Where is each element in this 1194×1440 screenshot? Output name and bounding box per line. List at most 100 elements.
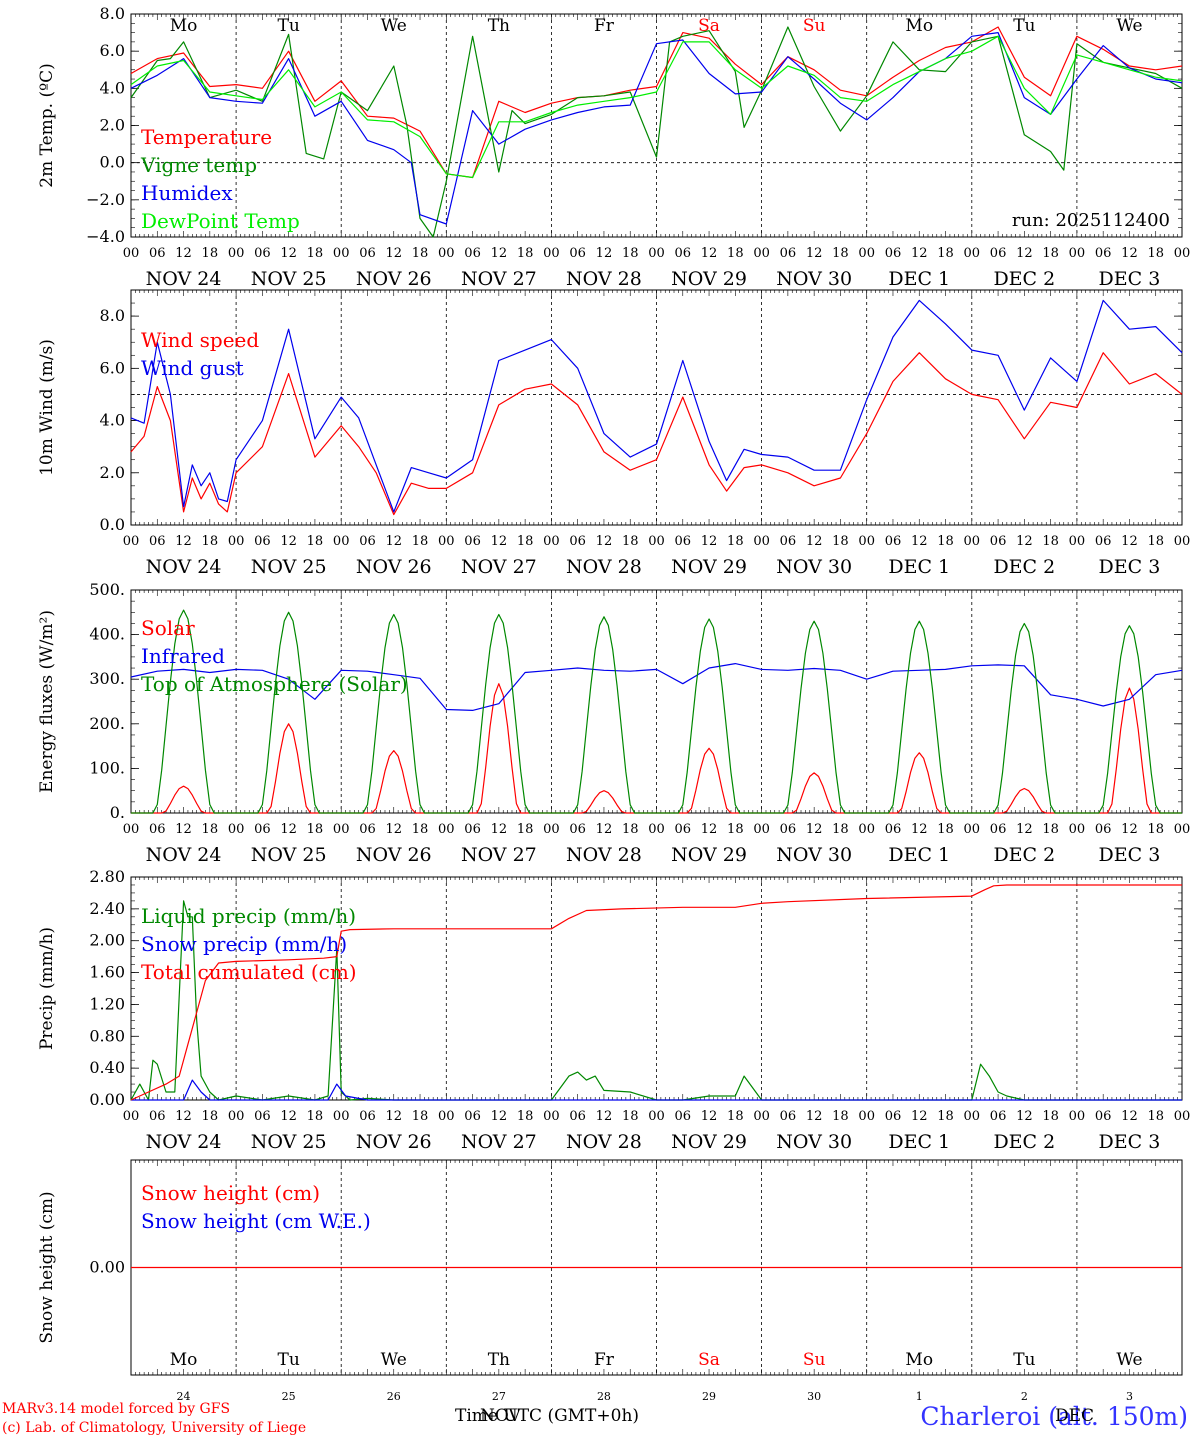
hour-label: 00 [543,1109,560,1124]
hour-label: 00 [753,1109,770,1124]
hour-label: 06 [569,246,586,261]
hour-label: 12 [175,1109,192,1124]
y-tick-label: 8.0 [100,4,125,23]
legend-entry: Humidex [141,181,233,205]
hour-label: 00 [228,534,245,549]
day-abbr: Fr [594,16,615,36]
date-label: NOV 29 [671,268,747,290]
series-line [130,662,1183,712]
date-label: DEC 2 [993,268,1055,290]
hour-label: 12 [1121,534,1138,549]
hour-label: 12 [911,246,928,261]
panel-snow: 0.00 Snow height (cm) Mo 24 Tu 25 We 26 Th 27 Fr 28… [37,1159,1183,1403]
hour-label: 18 [1147,246,1164,261]
hour-label: 00 [648,822,665,837]
date-label: DEC 3 [1099,268,1161,290]
y-tick-label: 200. [89,714,125,733]
hour-label: 18 [727,246,744,261]
hour-label: 00 [858,534,875,549]
y-tick-label: 6.0 [100,358,125,377]
hour-label: 00 [333,1109,350,1124]
date-label: NOV 24 [146,844,222,866]
hour-label: 18 [1147,1109,1164,1124]
hour-label: 00 [1069,822,1086,837]
hour-label: 00 [1174,822,1191,837]
y-tick-label: 2.0 [100,116,125,135]
date-label: DEC 1 [888,556,950,578]
hour-label: 18 [517,1109,534,1124]
date-label: NOV 26 [356,1131,432,1153]
hour-label: 00 [1174,246,1191,261]
day-abbr: Fr [594,1350,615,1370]
day-abbr: We [1116,16,1142,36]
legend-entry: Liquid precip (mm/h) [141,904,356,928]
hour-label: 18 [727,1109,744,1124]
y-tick-label: −4.0 [86,227,125,246]
time-axis-nov-overlay: NOV [480,1406,521,1426]
series-line [130,26,1183,179]
date-label: NOV 24 [146,268,222,290]
hour-label: 00 [438,1109,455,1124]
hour-label: 06 [254,822,271,837]
hour-label: 12 [596,246,613,261]
day-number: 25 [282,1390,296,1403]
series-line [131,1079,1182,1101]
y-tick-label: 8.0 [100,306,125,325]
hour-label: 18 [727,822,744,837]
hour-label: 12 [806,1109,823,1124]
panel-wind: 8.0 6.0 4.0 2.0 0.0 10m Wind (m/s) 00 06 12 18 00 0… [37,289,1190,578]
hour-label: 18 [832,1109,849,1124]
hour-label: 00 [123,246,140,261]
hour-label: 06 [885,534,902,549]
hour-label: 06 [675,246,692,261]
y-tick-label: 0. [110,803,125,822]
y-tick-label: 500. [89,580,125,599]
hour-label: 18 [202,822,219,837]
day-abbr: Sa [698,16,720,36]
hour-label: 06 [1095,246,1112,261]
hour-label: 12 [596,1109,613,1124]
hour-label: 18 [412,246,429,261]
y-axis-label: Precip (mm/h) [37,927,57,1050]
hour-label: 00 [333,534,350,549]
hour-label: 12 [1121,1109,1138,1124]
date-label: NOV 26 [356,268,432,290]
hour-label: 00 [438,534,455,549]
date-label: NOV 29 [671,1131,747,1153]
hour-label: 12 [806,822,823,837]
hour-label: 00 [438,822,455,837]
date-label: NOV 28 [566,844,642,866]
hour-label: 06 [780,1109,797,1124]
hour-label: 18 [937,246,954,261]
hour-label: 12 [806,534,823,549]
hour-label: 06 [569,1109,586,1124]
hour-label: 00 [648,246,665,261]
hour-label: 12 [491,246,508,261]
hour-label: 18 [622,822,639,837]
hour-label: 06 [359,246,376,261]
hour-label: 06 [149,822,166,837]
panel-energy: 500. 400. 300. 200. 100. 0. Energy fluxes (W/m… [37,580,1190,866]
time-axis-title: Time UTC (GMT+0h) [455,1406,640,1426]
legend-entry: Solar [141,616,195,640]
hour-label: 18 [1042,822,1059,837]
hour-label: 12 [385,246,402,261]
date-label: NOV 27 [461,1131,537,1153]
hour-label: 00 [1069,246,1086,261]
hour-label: 18 [412,534,429,549]
hour-label: 00 [123,1109,140,1124]
hour-label: 12 [175,822,192,837]
y-tick-label: 0.40 [89,1058,125,1077]
hour-label: 00 [1069,534,1086,549]
date-label: NOV 28 [566,1131,642,1153]
hour-label: 18 [202,246,219,261]
y-axis-label: Energy fluxes (W/m²) [37,610,57,793]
hour-label: 18 [622,534,639,549]
hour-label: 18 [937,822,954,837]
day-number: 3 [1126,1390,1133,1403]
hour-label: 12 [1016,822,1033,837]
hour-label: 00 [964,534,981,549]
y-tick-label: 2.00 [89,931,125,950]
hour-label: 06 [885,822,902,837]
